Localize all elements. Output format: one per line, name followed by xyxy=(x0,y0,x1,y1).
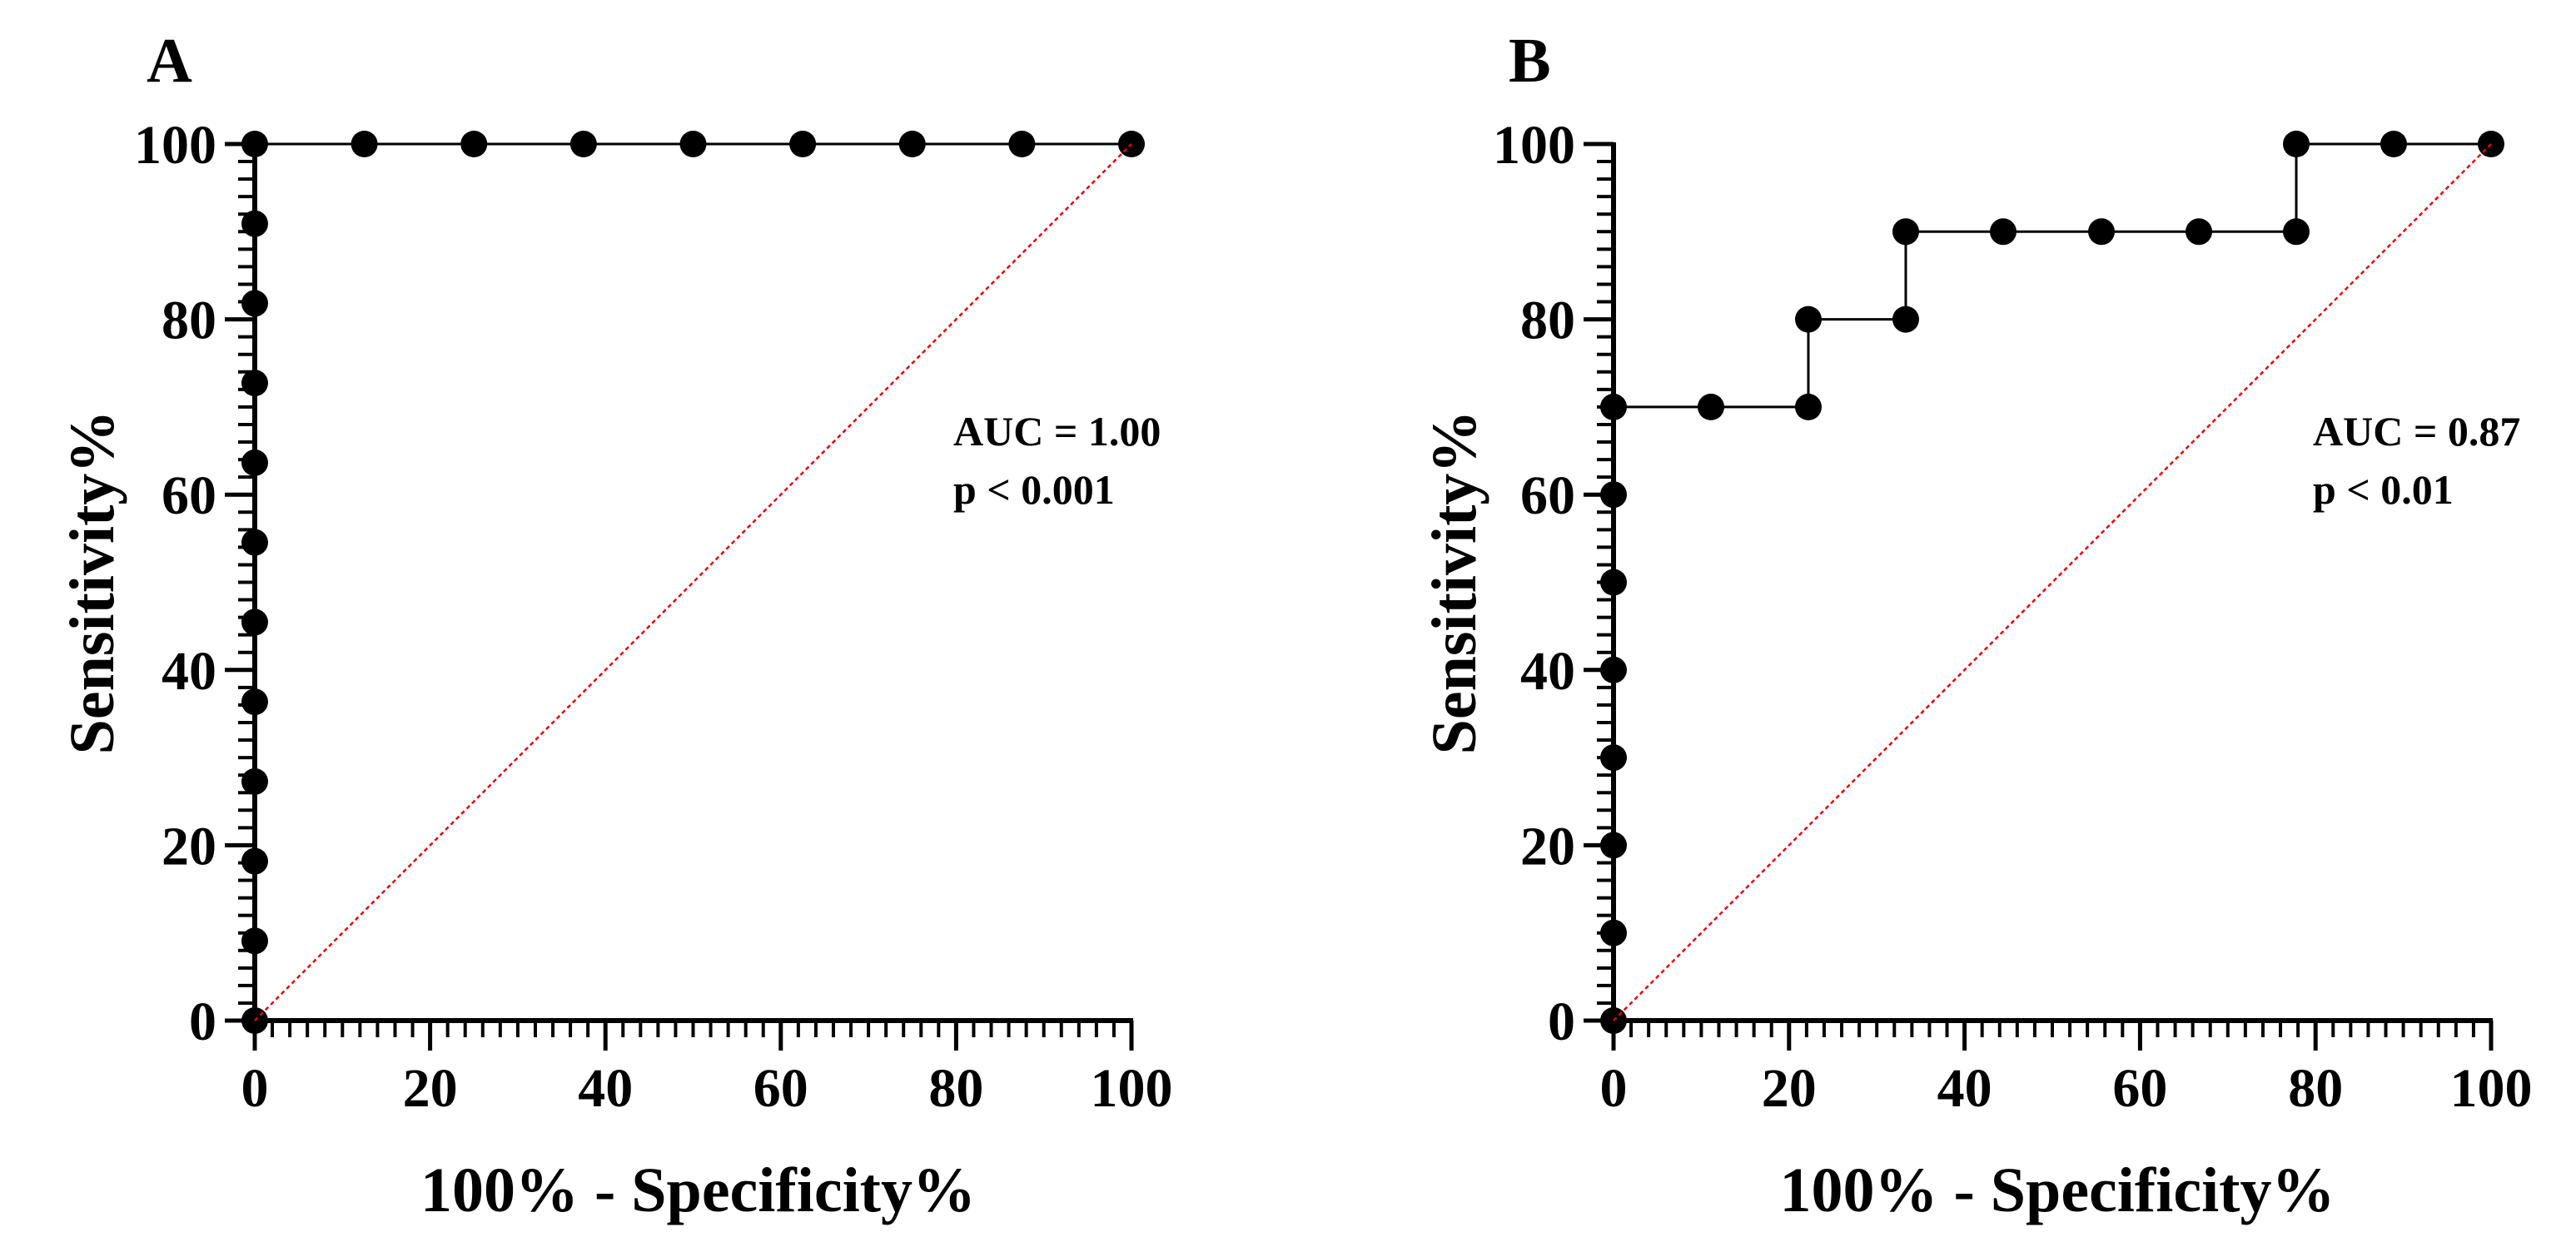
roc-point xyxy=(1892,218,1919,246)
x-tick-label: 60 xyxy=(753,1058,808,1119)
x-axis-title: 100% - Specificity% xyxy=(1779,1155,2335,1225)
roc-point xyxy=(1989,218,2017,246)
reference-line xyxy=(1613,143,2492,1021)
y-tick-label: 40 xyxy=(162,641,216,702)
roc-point xyxy=(241,449,268,476)
x-tick-label: 100 xyxy=(2450,1058,2533,1119)
roc-curve-line xyxy=(253,142,1131,1021)
roc-point xyxy=(789,131,817,157)
x-tick-label: 0 xyxy=(1600,1058,1628,1119)
x-tick-label: 80 xyxy=(928,1058,983,1119)
roc-point xyxy=(460,131,488,157)
roc-point xyxy=(241,688,268,716)
y-tick-label: 40 xyxy=(1520,641,1575,702)
roc-point xyxy=(241,609,268,636)
roc-point xyxy=(898,131,926,157)
auc-annotation: AUC = 1.00 xyxy=(953,408,1161,455)
y-tick-label: 20 xyxy=(1520,816,1575,877)
roc-point xyxy=(1600,569,1627,596)
y-tick-label: 0 xyxy=(1548,991,1575,1052)
y-tick-label: 80 xyxy=(162,291,216,351)
roc-point xyxy=(1794,393,1822,420)
roc-point xyxy=(241,131,268,157)
roc-point xyxy=(241,370,268,397)
roc-curve-line xyxy=(1612,142,2491,1021)
roc-point xyxy=(1600,393,1627,420)
roc-point xyxy=(1600,481,1627,509)
roc-point xyxy=(2283,218,2310,246)
roc-point xyxy=(351,131,378,157)
roc-point xyxy=(1892,306,1919,333)
roc-point xyxy=(679,131,707,157)
roc-point xyxy=(1600,832,1627,859)
panel-letter: B xyxy=(1509,26,1551,96)
roc-point xyxy=(2283,131,2310,157)
roc-panel-b: B 0 20 40 60 80 100 0 20 40 60 80 100 100% - Specific… xyxy=(1420,26,2533,1225)
roc-point xyxy=(1600,919,1627,946)
roc-point xyxy=(241,529,268,556)
panel-letter: A xyxy=(147,26,192,96)
y-tick-label: 20 xyxy=(162,816,216,877)
p-value-annotation: p < 0.001 xyxy=(953,466,1115,513)
y-tick-label: 80 xyxy=(1520,291,1575,351)
y-tick-label: 0 xyxy=(189,991,216,1052)
roc-point xyxy=(1008,131,1036,157)
y-axis-title: Sensitivity% xyxy=(1420,410,1489,755)
x-tick-label: 60 xyxy=(2112,1058,2167,1119)
roc-point xyxy=(2380,131,2408,157)
roc-point xyxy=(241,847,268,875)
roc-point xyxy=(2088,218,2116,246)
x-tick-label: 0 xyxy=(241,1058,269,1119)
y-tick-label: 60 xyxy=(1520,465,1575,526)
x-tick-label: 100 xyxy=(1091,1058,1173,1119)
roc-point xyxy=(241,210,268,237)
auc-annotation: AUC = 0.87 xyxy=(2313,408,2520,455)
roc-point xyxy=(241,768,268,795)
roc-point xyxy=(1600,656,1627,683)
roc-point xyxy=(569,131,597,157)
roc-point xyxy=(1600,744,1627,772)
x-tick-label: 40 xyxy=(1937,1058,1992,1119)
y-axis-title: Sensitivity% xyxy=(57,410,127,755)
x-axis-title: 100% - Specificity% xyxy=(420,1155,976,1225)
roc-point xyxy=(241,290,268,317)
roc-panel-a: A 0 20 40 60 80 100 0 20 40 60 80 100 100% - Specific… xyxy=(57,26,1173,1225)
y-tick-label: 60 xyxy=(162,465,216,526)
x-tick-label: 40 xyxy=(578,1058,633,1119)
y-tick-label: 100 xyxy=(134,115,216,176)
roc-point xyxy=(241,927,268,955)
roc-point xyxy=(1697,393,1724,420)
x-tick-label: 20 xyxy=(1762,1058,1817,1119)
roc-point xyxy=(2186,218,2213,246)
p-value-annotation: p < 0.01 xyxy=(2313,466,2454,513)
roc-point xyxy=(1794,306,1822,333)
x-tick-label: 80 xyxy=(2288,1058,2343,1119)
reference-line xyxy=(254,143,1132,1021)
x-tick-label: 20 xyxy=(403,1058,458,1119)
y-tick-label: 100 xyxy=(1493,115,1575,176)
